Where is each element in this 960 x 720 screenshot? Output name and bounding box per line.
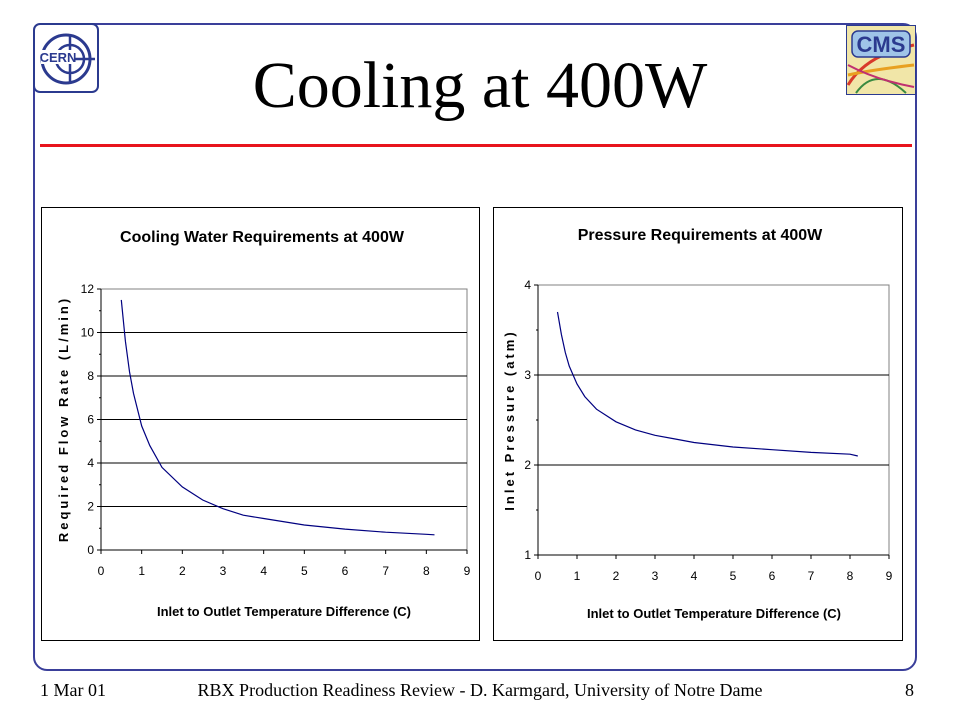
flow-rate-chart-svg: Cooling Water Requirements at 400W 0 2 4 6 8… [41,207,480,641]
pressure-x-tick-label: 0 [535,569,542,583]
flow-rate-y-tick-label: 0 [87,543,94,557]
flow-rate-y-tick-label: 12 [81,282,95,296]
flow-rate-x-tick-label: 4 [260,564,267,578]
flow-rate-x-tick-label: 9 [464,564,471,578]
flow-rate-y-tick-label: 8 [87,369,94,383]
pressure-x-tick-label: 4 [691,569,698,583]
slide-frame [33,23,917,671]
pressure-x-tick-label: 9 [886,569,893,583]
flow-rate-x-tick-label: 2 [179,564,186,578]
pressure-x-tick-label: 7 [808,569,815,583]
flow-rate-y-tick-label: 2 [87,500,94,514]
pressure-y-axis-label: Inlet Pressure (atm) [502,329,517,510]
cms-logo: CMS [845,24,917,96]
footer-center-text: RBX Production Readiness Review - D. Kar… [197,680,763,700]
pressure-x-tick-label: 2 [613,569,620,583]
slide-title: Cooling at 400W [252,49,708,122]
flow-rate-chart-title: Cooling Water Requirements at 400W [120,229,405,246]
pressure-y-tick-label: 3 [524,368,531,382]
pressure-series-line [556,311,858,457]
pressure-y-tick-label: 2 [524,458,531,472]
footer-page-number: 8 [905,680,914,700]
pressure-x-tick-label: 6 [769,569,776,583]
pressure-x-tick-label: 3 [652,569,659,583]
flow-rate-x-tick-label: 5 [301,564,308,578]
flow-rate-y-axis-label: Required Flow Rate (L/min) [56,296,71,542]
title-divider [40,144,912,147]
footer-date: 1 Mar 01 [40,680,106,700]
flow-rate-x-tick-label: 1 [138,564,145,578]
pressure-x-axis-label: Inlet to Outlet Temperature Difference (… [587,606,841,621]
pressure-x-tick-label: 5 [730,569,737,583]
pressure-x-tick-label: 1 [574,569,581,583]
flow-rate-x-tick-label: 8 [423,564,430,578]
flow-rate-y-tick-label: 10 [81,326,95,340]
pressure-y-tick-label: 4 [524,278,531,292]
pressure-y-tick-label: 1 [524,548,531,562]
pressure-chart-title: Pressure Requirements at 400W [578,227,823,244]
flow-rate-x-tick-label: 3 [220,564,227,578]
flow-rate-y-tick-label: 6 [87,413,94,427]
cms-logo-text: CMS [857,32,906,57]
flow-rate-x-axis-label: Inlet to Outlet Temperature Difference (… [157,604,411,619]
pressure-x-tick-label: 8 [847,569,854,583]
flow-rate-x-tick-label: 7 [382,564,389,578]
flow-rate-chart: Cooling Water Requirements at 400W 0 2 4 6 8… [41,207,480,641]
flow-rate-y-tick-label: 4 [87,456,94,470]
flow-rate-x-tick-label: 0 [98,564,105,578]
flow-rate-series-line [120,299,435,536]
flow-rate-x-tick-label: 6 [342,564,349,578]
cern-logo: CERN [33,23,99,93]
pressure-plot-area [537,284,890,556]
cern-logo-text: CERN [40,50,77,65]
